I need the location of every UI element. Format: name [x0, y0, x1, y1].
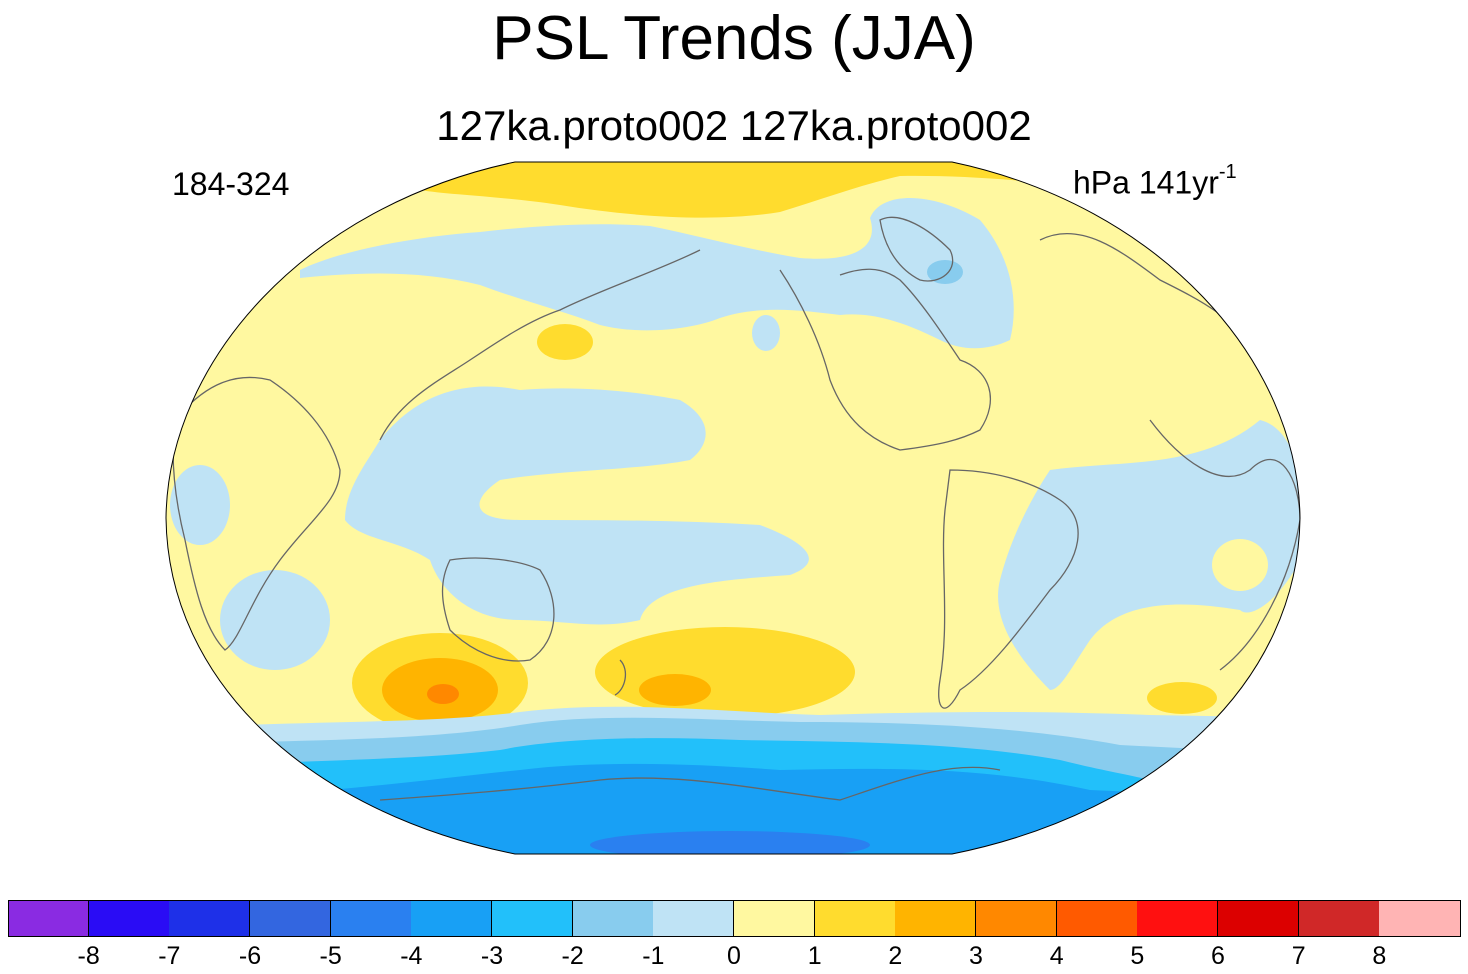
antarctic-negative-4 [166, 763, 1300, 854]
colorbar-tick-label: 4 [1049, 942, 1064, 970]
small-negative-blob [752, 315, 780, 351]
colorbar-tick-label: 3 [969, 942, 983, 970]
colorbar-tick-label: 8 [1372, 942, 1387, 970]
colorbar-swatch [814, 900, 896, 936]
colorbar-swatch [1218, 900, 1300, 936]
north-america-coast [779, 268, 991, 451]
colorbar-swatch [411, 900, 493, 936]
colorbar-tick-label: -3 [480, 942, 504, 970]
colorbar-tick-label: -4 [400, 942, 423, 970]
colorbar-tick-label: 5 [1130, 942, 1145, 970]
japan-positive [537, 324, 593, 360]
colorbar-swatch [169, 900, 251, 936]
colorbar-swatch [734, 900, 816, 936]
colorbar-swatch [492, 900, 574, 936]
colorbar-swatch [88, 900, 170, 936]
colorbar-tick-label: 0 [727, 942, 741, 970]
colorbar-tick-label: -2 [561, 942, 584, 970]
south-america-coast [938, 469, 1079, 709]
asia-coast [379, 249, 701, 441]
south-atlantic-negative [998, 420, 1300, 690]
coastlines [172, 216, 1300, 801]
arctic-positive-band [420, 162, 1100, 218]
plot-title: PSL Trends (JJA) [492, 4, 976, 73]
units-exponent: -1 [1218, 161, 1237, 183]
colorbar-swatch [895, 900, 977, 936]
colorbar-tick-label: -1 [642, 942, 665, 970]
colorbar-swatch [250, 900, 332, 936]
colorbar-tick-label: -8 [77, 942, 100, 970]
colorbar-swatch [1298, 900, 1380, 936]
colorbar-tick-label: 2 [888, 942, 903, 970]
africa-coast [172, 376, 341, 651]
colorbar-swatch [1056, 900, 1138, 936]
units-label: hPa 141yr-1 [1073, 156, 1237, 203]
tasman-positive [595, 627, 855, 717]
colorbar-tick-label: -6 [238, 942, 262, 970]
tasman-positive-core [639, 674, 711, 706]
new-zealand-coast [614, 659, 627, 696]
colorbar-swatch [976, 900, 1058, 936]
colorbar-tick-label: 1 [807, 942, 822, 970]
colorbar [8, 900, 1461, 936]
units-text: hPa 141yr [1073, 164, 1219, 201]
east-africa-coast [1149, 419, 1300, 671]
colorbar-tick-label: -5 [319, 942, 342, 970]
south-indian-positive [1147, 682, 1217, 714]
australia-positive-max [427, 684, 459, 704]
plot-subtitle: 127ka.proto002 127ka.proto002 [436, 102, 1032, 149]
colorbar-tick-label: 6 [1211, 942, 1225, 970]
hudson-bay-coast [879, 216, 954, 282]
trend-field [166, 162, 1300, 854]
colorbar-tick-label: 7 [1291, 942, 1306, 970]
hudson-negative-core [927, 260, 963, 284]
colorbar-swatch [8, 900, 90, 936]
antarctic-negative-core [590, 831, 870, 854]
colorbar-swatch [1137, 900, 1219, 936]
colorbar-swatch [330, 900, 412, 936]
antarctica-coast [379, 766, 1001, 801]
africa-positive-patch [1212, 539, 1268, 591]
tropical-pacific-negative [345, 386, 809, 625]
colorbar-swatch [572, 900, 654, 936]
year-range-label: 184-324 [172, 166, 290, 202]
colorbar-tick-label: -7 [158, 942, 181, 970]
australia-coast [441, 557, 555, 662]
colorbar-swatch [653, 900, 735, 936]
north-pacific-negative [300, 198, 1014, 349]
colorbar-swatch [1379, 900, 1461, 936]
indian-ocean-negative [220, 570, 330, 670]
west-edge-negative [170, 465, 230, 545]
